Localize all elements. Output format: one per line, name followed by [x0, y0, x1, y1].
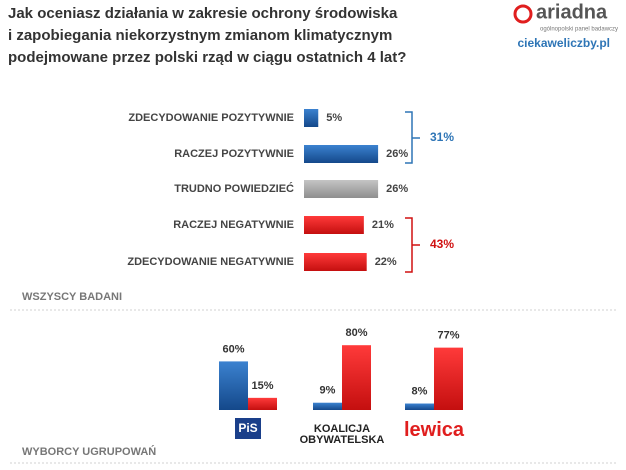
category-label: ZDECYDOWANIE NEGATYWNIE [127, 256, 294, 268]
logo-icon [513, 4, 533, 24]
bar [219, 361, 248, 410]
value-label: 15% [251, 380, 273, 392]
value-label: 26% [386, 148, 408, 160]
value-label: 22% [375, 256, 397, 268]
section-label: WSZYSCY BADANI [22, 291, 122, 303]
bar [434, 347, 463, 410]
bar [342, 345, 371, 410]
value-label: 80% [345, 327, 367, 339]
category-label: RACZEJ POZYTYWNIE [174, 148, 294, 160]
section-label: WYBORCY UGRUPOWAŃ [22, 445, 156, 458]
value-label: 77% [437, 330, 459, 342]
category-label: TRUDNO POWIEDZIEĆ [174, 182, 294, 195]
value-label: 8% [412, 385, 428, 397]
value-label: 60% [222, 343, 244, 355]
logo-site: ciekaweliczby.pl [518, 36, 611, 50]
value-label: 21% [372, 219, 394, 231]
bar [304, 216, 364, 234]
bar [304, 109, 319, 127]
bar [304, 180, 379, 198]
title-line: podejmowane przez polski rząd w ciągu os… [8, 49, 406, 66]
value-label: 9% [320, 385, 336, 397]
logo-name: ariadna [536, 1, 608, 23]
bar [304, 253, 367, 271]
category-logo: PiS [235, 418, 261, 439]
bracket [405, 111, 420, 164]
annotation: 31% [430, 130, 454, 144]
title-line: i zapobiegania niekorzystnym zmianom kli… [8, 27, 392, 44]
annotation: 43% [430, 237, 454, 251]
bar [405, 403, 434, 410]
category-logo: KOALICJA OBYWATELSKA [299, 423, 385, 446]
bracket [405, 217, 420, 273]
bar [248, 397, 277, 410]
category-logo: lewica [403, 419, 465, 441]
category-label: RACZEJ NEGATYWNIE [173, 219, 294, 231]
value-label: 26% [386, 183, 408, 195]
bar [304, 145, 379, 163]
value-label: 5% [326, 112, 342, 124]
title-line: Jak oceniasz działania w zakresie ochron… [8, 5, 398, 22]
logo-tagline: ogólnopolski panel badawczy [540, 27, 618, 33]
bar [313, 402, 342, 410]
category-label: ZDECYDOWANIE POZYTYWNIE [128, 112, 294, 124]
